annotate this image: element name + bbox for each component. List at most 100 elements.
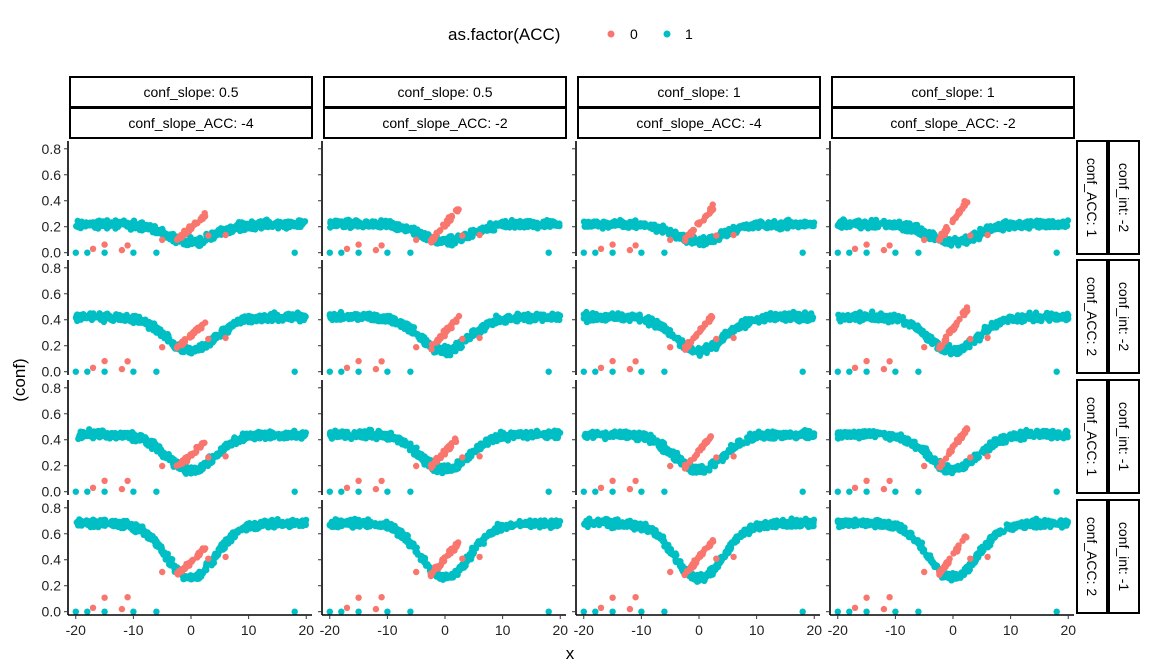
data-point — [378, 242, 385, 249]
data-point — [534, 312, 541, 319]
data-point — [1052, 315, 1060, 323]
data-point — [113, 311, 120, 318]
data-point — [161, 334, 168, 341]
data-point — [756, 218, 763, 225]
y-tick-label: 0.8 — [42, 380, 62, 396]
data-point — [135, 319, 142, 326]
data-point — [110, 317, 117, 324]
data-point — [338, 368, 345, 375]
data-point — [640, 222, 647, 229]
data-point — [127, 317, 134, 325]
data-point — [296, 221, 303, 228]
data-point — [84, 368, 91, 375]
data-point — [851, 364, 859, 371]
data-point — [381, 220, 388, 227]
data-point — [124, 358, 131, 365]
data-point — [609, 241, 616, 248]
data-point — [222, 334, 229, 342]
data-point — [476, 334, 483, 342]
data-point — [103, 433, 110, 440]
data-point — [99, 218, 106, 225]
y-tick-label: 0.4 — [42, 432, 62, 448]
data-point — [533, 219, 541, 226]
data-point — [482, 322, 489, 329]
data-point — [941, 227, 949, 234]
data-point — [185, 453, 192, 460]
data-point — [196, 345, 203, 352]
data-point — [657, 324, 664, 331]
data-point — [338, 249, 345, 256]
data-point — [384, 249, 391, 256]
facet-panel — [826, 260, 1072, 375]
data-point — [784, 313, 791, 320]
data-point — [851, 245, 859, 252]
data-point — [188, 346, 195, 353]
facet-strip-label: conf_slope_ACC: -4 — [128, 115, 254, 131]
data-point — [205, 454, 212, 461]
data-point — [453, 318, 460, 325]
data-point — [967, 232, 974, 239]
data-point — [643, 316, 650, 324]
facet-strip-label: conf_ACC: 2 — [1084, 277, 1100, 357]
legend-title: as.factor(ACC) — [448, 25, 560, 44]
data-point — [269, 221, 276, 228]
data-point — [886, 242, 893, 249]
y-tick-label: 0.2 — [42, 338, 62, 354]
data-point — [880, 365, 888, 373]
data-point — [355, 368, 362, 375]
data-point — [130, 488, 137, 495]
data-point — [598, 314, 605, 321]
data-point — [101, 488, 108, 495]
data-point — [157, 446, 164, 454]
data-point — [1041, 222, 1048, 229]
facet-strip-label: conf_int: -1 — [1116, 402, 1132, 471]
data-point — [184, 466, 192, 474]
data-point — [845, 314, 852, 322]
data-point — [72, 249, 80, 256]
data-point — [519, 315, 526, 322]
data-point — [371, 313, 378, 320]
data-point — [84, 249, 91, 256]
data-point — [326, 368, 333, 375]
data-point — [118, 365, 126, 373]
data-point — [145, 441, 153, 448]
facet-strip-right — [1076, 379, 1108, 494]
data-point — [343, 364, 351, 371]
data-point — [200, 238, 207, 245]
data-point — [514, 310, 521, 317]
data-point — [1046, 221, 1054, 228]
data-point — [408, 327, 416, 334]
data-point — [984, 231, 991, 239]
data-point — [605, 313, 613, 320]
data-point — [768, 221, 775, 228]
facet-strip-label: conf_ACC: 1 — [1084, 397, 1100, 477]
data-point — [327, 218, 334, 225]
data-point — [268, 312, 275, 319]
data-point — [446, 215, 454, 223]
data-point — [491, 317, 499, 324]
data-point — [690, 334, 697, 342]
data-point — [211, 336, 218, 343]
data-point — [244, 222, 251, 229]
data-point — [124, 242, 131, 249]
data-point — [851, 218, 858, 226]
data-point — [553, 316, 560, 323]
data-point — [869, 314, 876, 321]
facet-strip-top — [69, 76, 313, 108]
data-point — [354, 223, 361, 230]
facet-strip-label: conf_ACC: 2 — [1084, 517, 1100, 597]
data-point — [103, 225, 111, 232]
data-point — [297, 317, 305, 324]
facet-strip-top — [69, 107, 313, 139]
data-point — [332, 221, 339, 228]
data-point — [256, 221, 264, 229]
data-point — [174, 342, 181, 350]
data-point — [197, 442, 205, 449]
data-point — [178, 233, 185, 240]
data-point — [244, 314, 251, 322]
data-point — [856, 318, 863, 325]
data-point — [633, 315, 641, 322]
data-point — [101, 477, 108, 484]
data-point — [453, 207, 460, 214]
data-point — [605, 222, 612, 229]
